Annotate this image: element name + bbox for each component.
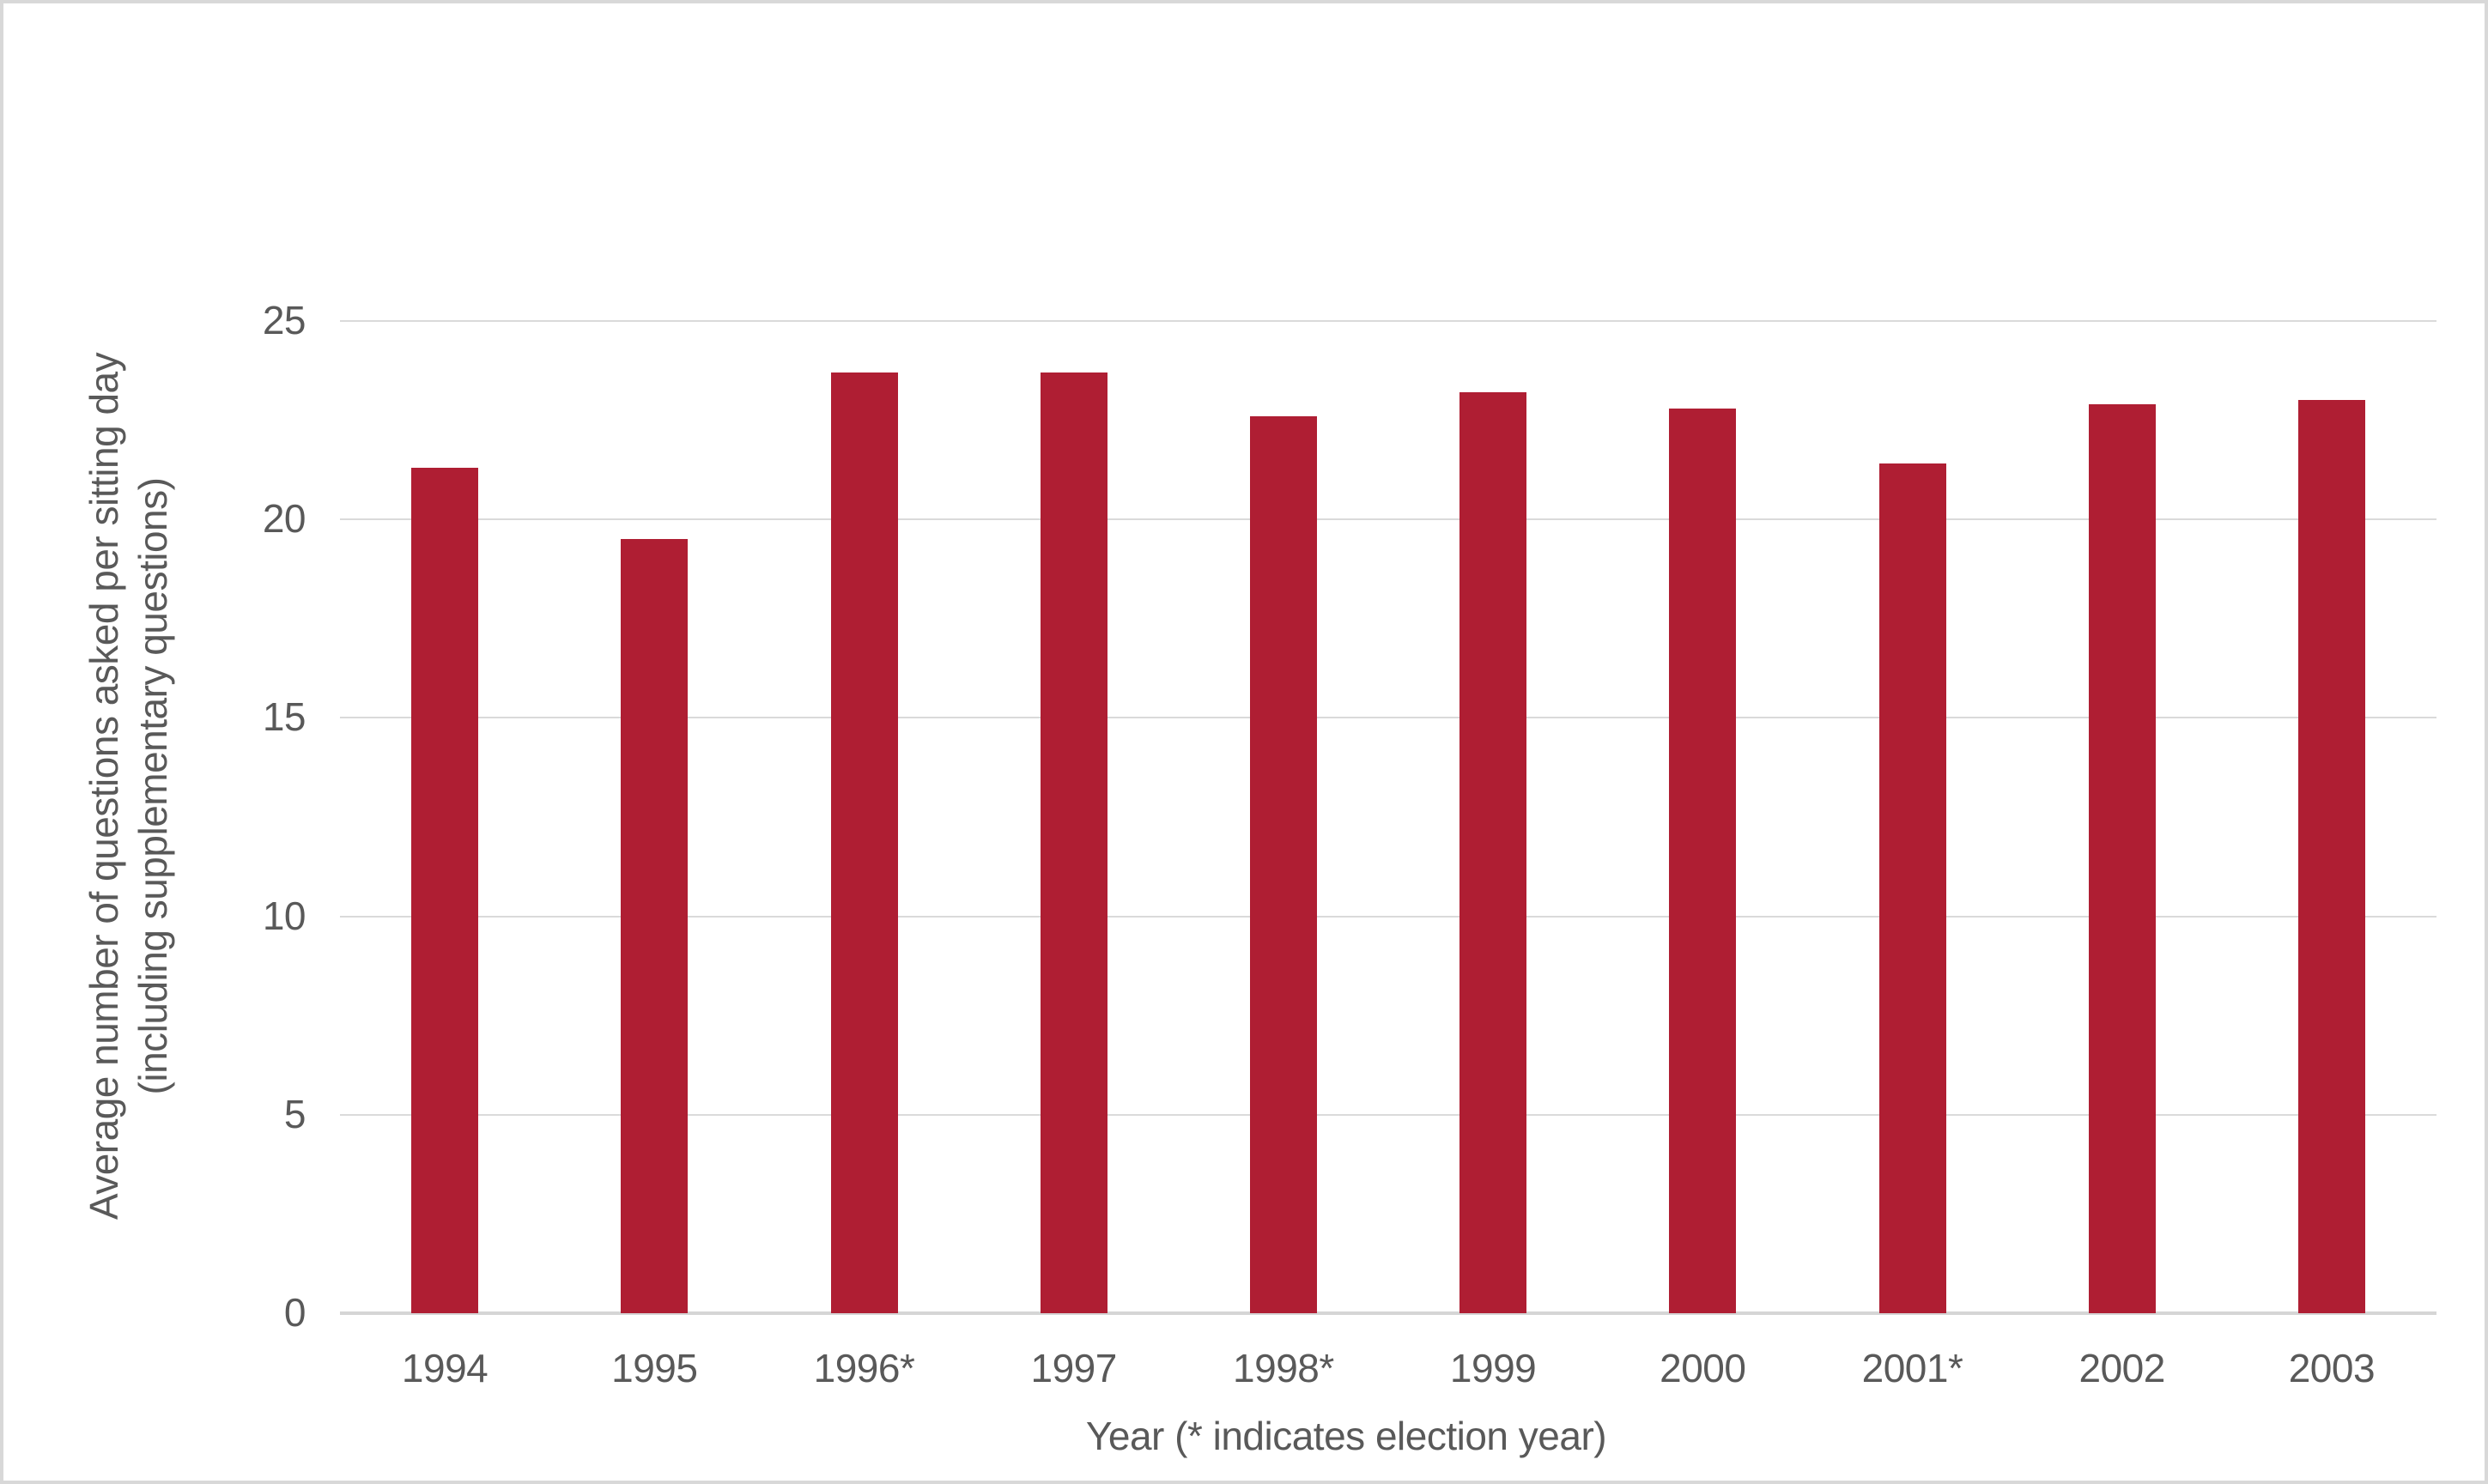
x-tick-label: 1997 [1030, 1346, 1118, 1390]
bar [621, 539, 689, 1313]
gridline [340, 717, 2436, 719]
gridline [340, 518, 2436, 521]
bar [1878, 463, 1946, 1313]
y-tick-label: 15 [262, 694, 306, 740]
bar [1040, 373, 1107, 1313]
bar [2088, 404, 2156, 1313]
x-tick-label: 2000 [1660, 1346, 1746, 1390]
x-tick-label: 2002 [2078, 1346, 2166, 1390]
bar [411, 468, 479, 1313]
x-axis-title: Year (* indicates election year) [1085, 1414, 1607, 1458]
y-tick-label: 25 [262, 298, 306, 343]
gridline [340, 320, 2436, 322]
bar [1249, 415, 1317, 1313]
x-tick-label: 1994 [401, 1346, 488, 1390]
gridline [340, 915, 2436, 918]
y-tick-label: 10 [262, 893, 306, 938]
y-tick-label: 0 [283, 1290, 306, 1336]
bar [1459, 392, 1527, 1313]
x-tick-label: 1998* [1233, 1346, 1334, 1390]
x-tick-label: 2003 [2288, 1346, 2376, 1390]
x-tick-label: 1995 [611, 1346, 698, 1390]
bar [830, 373, 898, 1313]
x-tick-label: 2001* [1861, 1346, 1963, 1390]
x-tick-label: 1999 [1449, 1346, 1537, 1390]
x-axis-line [340, 1311, 2436, 1315]
plot-area: 0 5 10 15 20 25 1994 1995 1996* 1997 1998* 1999 2000… [3, 3, 2485, 1481]
bar [1669, 408, 1737, 1313]
y-tick-label: 20 [262, 496, 306, 542]
x-tick-label: 1996* [813, 1346, 915, 1390]
y-tick-label: 5 [283, 1091, 306, 1136]
gridline [340, 1113, 2436, 1116]
bar [2297, 400, 2365, 1313]
